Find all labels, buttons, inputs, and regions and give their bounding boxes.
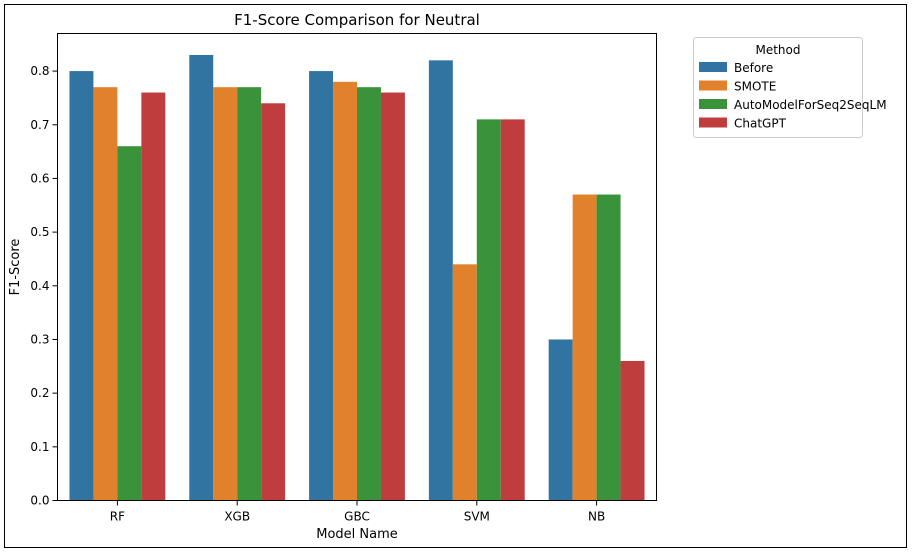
x-tick-label: XGB (224, 510, 250, 524)
bar-automodelforseq2seqlm-rf (117, 146, 142, 501)
bar-before-gbc (309, 71, 334, 501)
bar-automodelforseq2seqlm-nb (596, 194, 621, 501)
bar-before-nb (548, 339, 573, 501)
bar-smote-rf (93, 87, 118, 501)
bar-smote-svm (452, 264, 477, 501)
bar-chatgpt-rf (141, 92, 166, 501)
bar-before-rf (69, 71, 94, 501)
y-tick-label: 0.8 (30, 64, 49, 78)
plot-area (69, 54, 645, 501)
bar-chatgpt-svm (500, 119, 525, 501)
chart-title: F1-Score Comparison for Neutral (234, 11, 480, 29)
y-tick-label: 0.6 (30, 171, 49, 185)
legend-box (693, 37, 863, 138)
bar-chatgpt-nb (620, 360, 645, 501)
legend-label: Before (734, 61, 773, 75)
legend-label: AutoModelForSeq2SeqLM (734, 98, 887, 112)
y-tick-label: 0.0 (30, 494, 49, 508)
legend-swatch (699, 80, 727, 91)
legend: Method Before SMOTE AutoModelForSeq2SeqLM C… (693, 37, 887, 138)
x-tick-label: NB (588, 510, 605, 524)
legend-title: Method (755, 43, 800, 57)
bar-automodelforseq2seqlm-gbc (357, 87, 381, 501)
legend-items: Before SMOTE AutoModelForSeq2SeqLM ChatGPT (699, 61, 887, 131)
legend-label: ChatGPT (734, 117, 787, 131)
x-tick-label: GBC (344, 510, 370, 524)
y-tick-label: 0.2 (30, 386, 49, 400)
legend-swatch (699, 62, 727, 72)
x-axis: RF XGB GBC SVM NB (110, 500, 605, 524)
bar-smote-xgb (213, 87, 238, 501)
bar-automodelforseq2seqlm-xgb (237, 87, 262, 501)
legend-swatch (699, 99, 727, 109)
bar-before-svm (428, 60, 453, 501)
y-tick-label: 0.4 (30, 279, 49, 293)
bar-smote-nb (572, 194, 597, 501)
x-tick-label: RF (110, 510, 125, 524)
bar-before-xgb (189, 54, 214, 501)
bar-chatgpt-xgb (261, 103, 286, 501)
legend-label: SMOTE (734, 80, 776, 94)
x-tick-label: SVM (464, 510, 490, 524)
x-axis-label: Model Name (316, 527, 398, 542)
bar-chatgpt-gbc (380, 92, 405, 501)
bar-automodelforseq2seqlm-svm (476, 119, 501, 501)
y-tick-label: 0.5 (30, 225, 49, 239)
y-axis-label: F1-Score (8, 239, 23, 296)
y-tick-label: 0.7 (30, 118, 49, 132)
legend-swatch (699, 117, 727, 128)
bar-smote-gbc (333, 81, 357, 501)
y-tick-label: 0.3 (30, 332, 49, 346)
y-axis: 0.0 0.1 0.2 0.3 0.4 0.5 0.6 0.7 0.8 (30, 64, 58, 508)
y-tick-label: 0.1 (30, 440, 49, 454)
